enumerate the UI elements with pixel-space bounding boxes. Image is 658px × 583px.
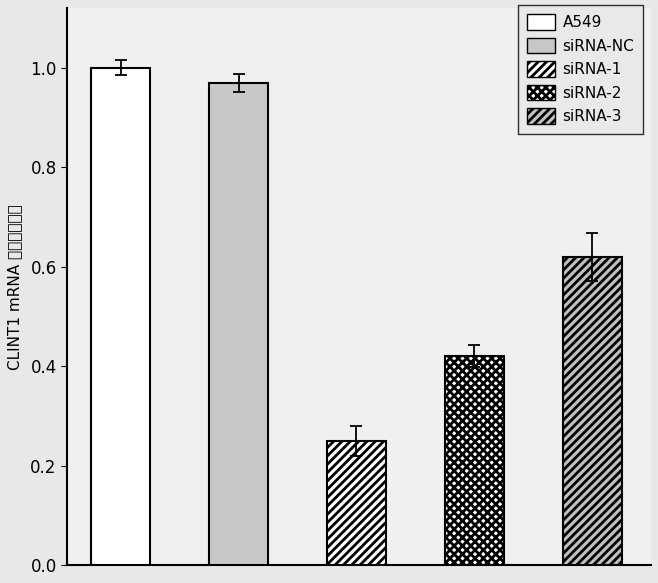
Bar bbox=[91, 68, 150, 565]
Bar bbox=[563, 257, 622, 565]
Bar bbox=[445, 356, 504, 565]
Bar bbox=[209, 83, 268, 565]
Bar bbox=[327, 441, 386, 565]
Y-axis label: CLINT1 mRNA 的相对表达量: CLINT1 mRNA 的相对表达量 bbox=[7, 204, 22, 370]
Legend: A549, siRNA-NC, siRNA-1, siRNA-2, siRNA-3: A549, siRNA-NC, siRNA-1, siRNA-2, siRNA-… bbox=[519, 5, 644, 134]
